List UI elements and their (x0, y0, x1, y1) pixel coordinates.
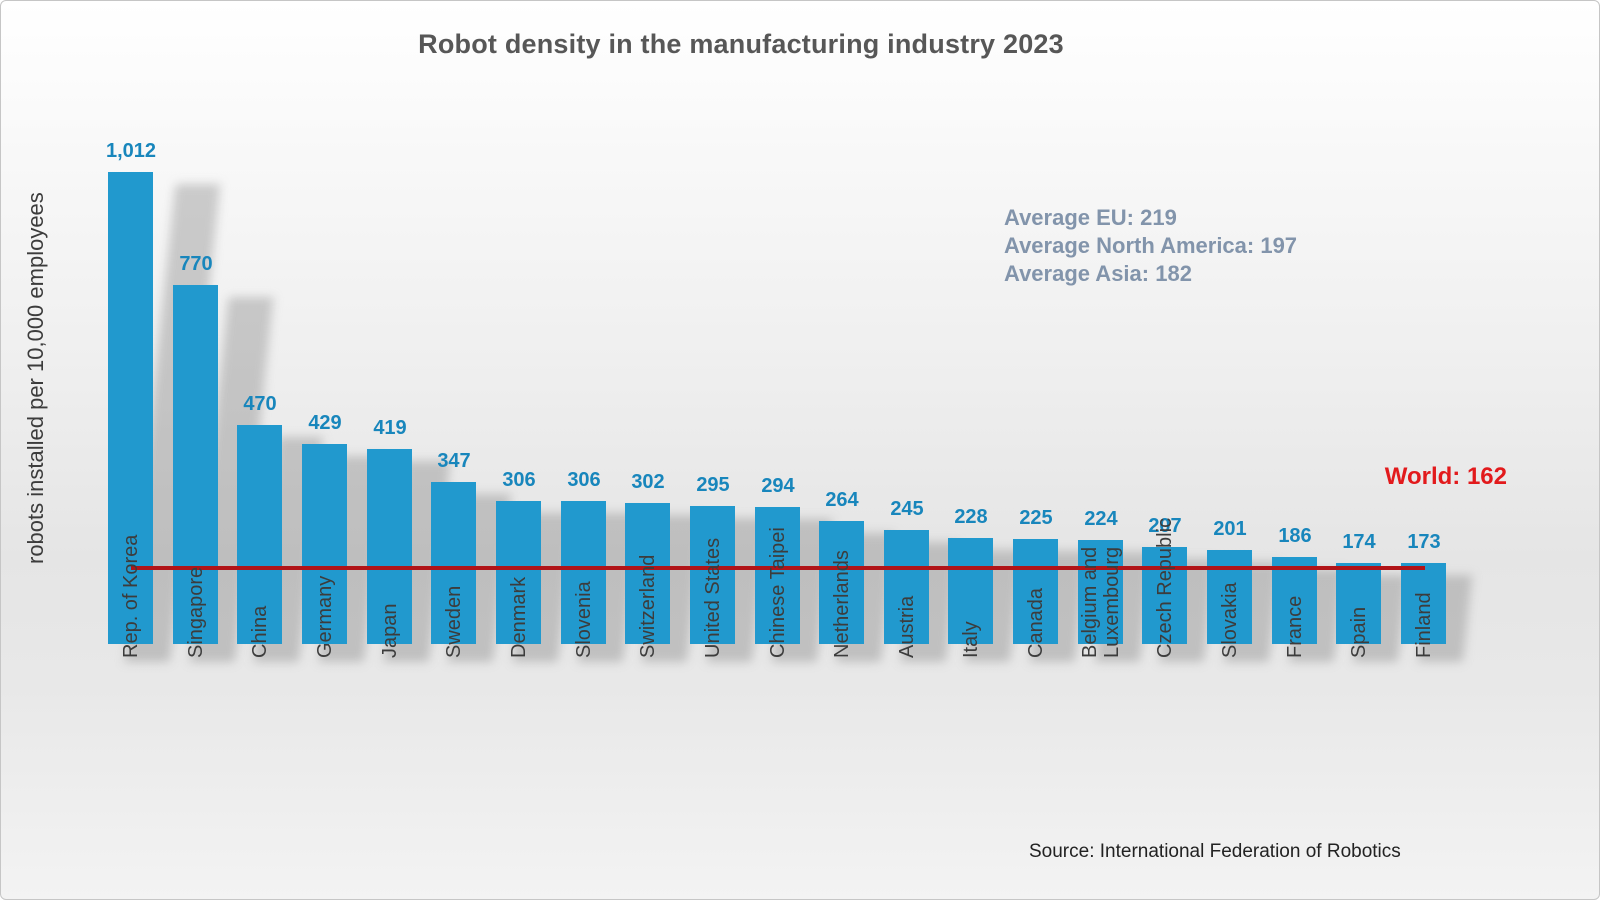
x-axis-label-wrap: Belgium and Luxembourg (1079, 547, 1123, 658)
bar (1336, 563, 1381, 644)
x-axis-label: Slovakia (1219, 582, 1241, 658)
bar (173, 285, 218, 644)
x-axis-label-wrap: Denmark (508, 577, 530, 658)
x-axis-label-wrap: Italy (960, 621, 982, 658)
bar (1401, 563, 1446, 644)
bar (496, 501, 541, 644)
x-axis-label: Slovenia (573, 581, 595, 658)
x-axis-label: Rep. of Korea (120, 535, 142, 658)
x-axis-label-wrap: United States (702, 538, 724, 658)
bar (948, 538, 993, 644)
x-axis-label-wrap: Canada (1025, 588, 1047, 658)
bar (1142, 547, 1187, 644)
x-axis-label-wrap: Finland (1413, 592, 1435, 658)
bar (431, 482, 476, 644)
bar-value-label: 264 (825, 489, 859, 511)
x-axis-label-wrap: Germany (314, 576, 336, 658)
x-axis-label: Belgium and Luxembourg (1079, 547, 1123, 658)
world-reference-line (131, 566, 1425, 570)
bar-value-label: 770 (179, 253, 213, 275)
chart-title: Robot density in the manufacturing indus… (418, 29, 1064, 59)
x-axis-label: China (249, 606, 271, 658)
x-axis-label: Germany (314, 576, 336, 658)
x-axis-label-wrap: Austria (896, 596, 918, 658)
x-axis-label-wrap: Switzerland (637, 555, 659, 658)
bar (108, 172, 153, 644)
bar (625, 503, 670, 644)
bar-value-label: 302 (631, 471, 665, 493)
bar-value-label: 225 (1019, 507, 1053, 529)
bar-value-label: 306 (502, 469, 536, 491)
x-axis-label: Singapore (185, 567, 207, 658)
bar (690, 506, 735, 644)
bar (561, 501, 606, 644)
bar-value-label: 245 (890, 498, 924, 520)
x-axis-label: Netherlands (831, 550, 853, 658)
x-axis-label: Japan (379, 604, 401, 659)
bar-value-label: 294 (761, 475, 795, 497)
averages-annotation: Average EU: 219 Average North America: 1… (1004, 204, 1297, 288)
x-axis-label: France (1284, 596, 1306, 658)
bar (819, 521, 864, 644)
bar-value-label: 295 (696, 474, 730, 496)
x-axis-label-wrap: Slovakia (1219, 582, 1241, 658)
bar-value-label: 419 (373, 417, 407, 439)
x-axis-label: Finland (1413, 592, 1435, 658)
x-axis-label: Italy (960, 621, 982, 658)
bar-value-label: 201 (1213, 518, 1247, 540)
bar-value-label: 224 (1084, 508, 1118, 530)
bar (1272, 557, 1317, 644)
x-axis-label: Denmark (508, 577, 530, 658)
world-line-label: World: 162 (1384, 463, 1507, 490)
bar-value-label: 174 (1342, 531, 1376, 553)
x-axis-label: United States (702, 538, 724, 658)
x-axis-label-wrap: Czech Republic (1154, 518, 1176, 658)
bar (1207, 550, 1252, 644)
bar (367, 449, 412, 644)
bar-value-label: 186 (1278, 525, 1312, 547)
x-axis-label: Canada (1025, 588, 1047, 658)
x-axis-label: Austria (896, 596, 918, 658)
bar (302, 444, 347, 644)
x-axis-label-wrap: Spain (1348, 607, 1370, 658)
bar-value-label: 173 (1407, 531, 1441, 553)
x-axis-label: Spain (1348, 607, 1370, 658)
x-axis-label-wrap: China (249, 606, 271, 658)
average-asia-label: Average Asia: 182 (1004, 261, 1192, 286)
average-eu-label: Average EU: 219 (1004, 205, 1177, 230)
bar (884, 530, 929, 644)
bar (755, 507, 800, 644)
bar-value-label: 306 (567, 469, 601, 491)
x-axis-label-wrap: Singapore (185, 567, 207, 658)
bar-value-label: 470 (243, 393, 277, 415)
x-axis-label: Sweden (443, 586, 465, 658)
x-axis-label-wrap: Slovenia (573, 581, 595, 658)
source-caption: Source: International Federation of Robo… (1029, 841, 1401, 862)
x-axis-label-wrap: Sweden (443, 586, 465, 658)
x-axis-label-wrap: Chinese Taipei (767, 527, 789, 658)
average-north-america-label: Average North America: 197 (1004, 233, 1298, 258)
x-axis-label: Czech Republic (1154, 518, 1176, 658)
bar (1013, 539, 1058, 644)
x-axis-label-wrap: Japan (379, 604, 401, 659)
bar-value-label: 347 (437, 450, 471, 472)
x-axis-label: Chinese Taipei (767, 527, 789, 658)
bar-value-label: 207 (1148, 515, 1182, 537)
bar (237, 425, 282, 644)
x-axis-label-wrap: Rep. of Korea (120, 535, 142, 658)
bar (1078, 540, 1123, 644)
bar-value-label: 1,012 (105, 140, 157, 162)
x-axis-label-wrap: France (1284, 596, 1306, 658)
x-axis-label-wrap: Netherlands (831, 550, 853, 658)
x-axis-label: Switzerland (637, 555, 659, 658)
bar-value-label: 429 (308, 412, 342, 434)
bar-value-label: 228 (954, 506, 988, 528)
